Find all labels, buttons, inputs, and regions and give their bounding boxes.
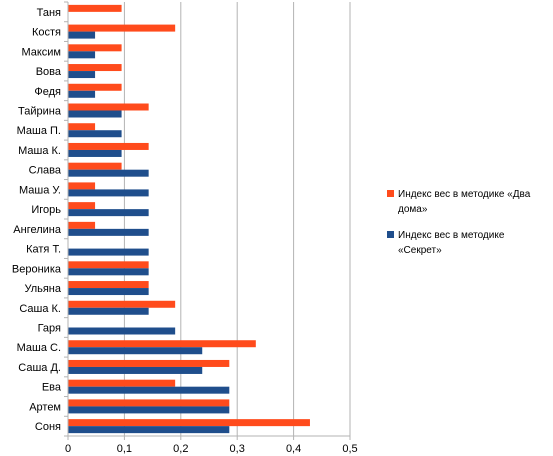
y-tick-label: Тайрина	[18, 106, 62, 118]
bar	[68, 300, 176, 308]
bar	[68, 130, 122, 138]
y-tick-label: Маша С.	[17, 342, 61, 354]
y-tick-label: Максим	[21, 46, 61, 58]
y-tick-label: Ева	[42, 382, 62, 394]
bar	[68, 31, 96, 39]
bar	[68, 103, 149, 111]
bar	[68, 4, 122, 12]
axes: 0 0,1 0,2 0,3 0,4 0,5 Таня Костя Максим Вова Федя Т…	[12, 1, 358, 455]
bar	[68, 169, 149, 177]
y-tick-label: Саша К.	[19, 303, 61, 315]
bar	[68, 307, 149, 315]
bar	[68, 248, 149, 256]
y-tick-label: Маша К.	[18, 145, 61, 157]
legend-label: дома»	[398, 204, 428, 215]
y-tick-label: Саша Д.	[18, 362, 61, 374]
y-tick-label: Вероника	[12, 263, 62, 275]
y-tick-label: Костя	[32, 27, 61, 39]
bar	[68, 399, 230, 407]
y-tick-label: Катя Т.	[26, 244, 61, 256]
legend: Индекс вес в методике «Два дома» Индекс ве…	[387, 189, 531, 256]
y-tick-label: Игорь	[31, 204, 61, 216]
bar	[68, 228, 149, 236]
y-tick-label: Слава	[29, 165, 62, 177]
bar	[68, 221, 96, 229]
bar	[68, 340, 256, 348]
legend-swatch	[387, 190, 394, 197]
y-tick-label: Таня	[37, 7, 61, 19]
bar	[68, 162, 122, 170]
bar	[68, 366, 203, 374]
bar	[68, 347, 203, 355]
x-tick-label: 0,4	[286, 443, 301, 455]
bar	[68, 182, 96, 190]
x-tick-label: 0	[65, 443, 71, 455]
legend-label: «Секрет»	[398, 245, 442, 256]
bar	[68, 51, 96, 59]
bar	[68, 359, 230, 367]
bar	[68, 261, 149, 269]
bar	[68, 202, 96, 210]
y-tick-label: Маша П.	[17, 125, 61, 137]
bar	[68, 189, 149, 197]
y-tick-label: Гаря	[38, 323, 61, 335]
bar	[68, 281, 149, 289]
y-tick-label: Маша У.	[19, 184, 61, 196]
bar	[68, 209, 149, 217]
legend-label: Индекс вес в методике «Два	[398, 189, 531, 200]
y-tick-label: Вова	[36, 66, 62, 78]
bar	[68, 426, 230, 434]
bar	[68, 142, 149, 150]
bar	[68, 83, 122, 91]
bar	[68, 123, 96, 131]
y-tick-label: Артем	[29, 401, 61, 413]
bar	[68, 406, 230, 414]
bar	[68, 268, 149, 276]
bars	[68, 4, 310, 434]
x-tick-label: 0,2	[173, 443, 188, 455]
legend-swatch	[387, 231, 394, 238]
bar	[68, 379, 176, 387]
bar	[68, 327, 176, 335]
bar	[68, 71, 96, 79]
legend-label: Индекс вес в методике	[398, 230, 505, 241]
y-tick-label: Соня	[35, 421, 61, 433]
bar	[68, 90, 96, 98]
bar	[68, 386, 230, 394]
x-tick-label: 0,5	[342, 443, 357, 455]
bar	[68, 64, 122, 72]
x-tick-label: 0,1	[117, 443, 132, 455]
bar	[68, 24, 176, 32]
y-tick-label: Ульяна	[24, 283, 61, 295]
bar	[68, 110, 122, 118]
bar	[68, 288, 149, 296]
bar	[68, 419, 310, 427]
bar	[68, 149, 122, 157]
y-tick-label: Ангелина	[13, 224, 62, 236]
x-tick-label: 0,3	[230, 443, 245, 455]
bar	[68, 44, 122, 52]
y-tick-label: Федя	[34, 86, 61, 98]
